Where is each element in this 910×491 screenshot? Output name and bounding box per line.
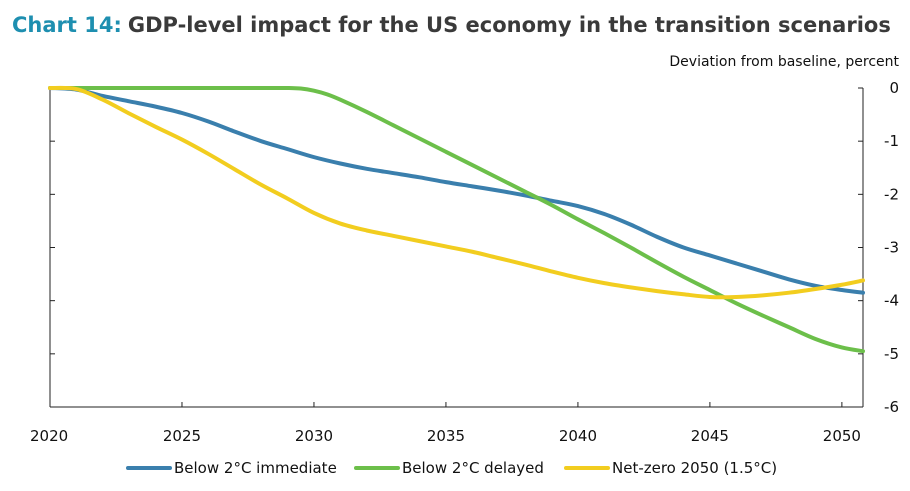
chart-title: Chart 14: GDP-level impact for the US eco… (12, 13, 891, 37)
y-tick-label: -2 (884, 185, 899, 203)
legend-label: Net-zero 2050 (1.5°C) (612, 459, 777, 477)
x-axis-labels: 2020 2025 2030 2035 2040 2045 2050 (30, 427, 861, 445)
x-tick-label: 2020 (30, 427, 68, 445)
legend-label: Below 2°C delayed (402, 459, 544, 477)
series-line-net-zero-2050 (48, 85, 865, 300)
legend-label: Below 2°C immediate (174, 459, 337, 477)
chart-title-text: GDP-level impact for the US economy in t… (128, 13, 891, 37)
y-axis-labels: 0 -1 -2 -3 -4 -5 -6 (884, 79, 899, 416)
y-tick-label: -1 (884, 132, 899, 150)
x-axis-ticks (49, 402, 843, 407)
x-tick-label: 2050 (823, 427, 861, 445)
series-lines (48, 85, 865, 354)
right-axis-ticks (858, 87, 863, 408)
left-axis-ticks (50, 87, 55, 408)
chart-title-prefix: Chart 14: (12, 13, 122, 37)
x-tick-label: 2040 (559, 427, 597, 445)
y-tick-label: -6 (884, 398, 899, 416)
legend-item-below-2c-delayed: Below 2°C delayed (354, 459, 544, 477)
units-label: Deviation from baseline, percent (669, 54, 899, 70)
legend-item-net-zero-2050: Net-zero 2050 (1.5°C) (564, 459, 777, 477)
legend-item-below-2c-immediate: Below 2°C immediate (126, 459, 337, 477)
y-tick-label: 0 (889, 79, 899, 97)
y-tick-label: -5 (884, 345, 899, 363)
y-tick-label: -4 (884, 292, 899, 310)
x-tick-label: 2030 (295, 427, 333, 445)
x-tick-label: 2025 (163, 427, 201, 445)
series-line-below-2c-delayed (48, 85, 865, 354)
series-line-below-2c-immediate (48, 86, 865, 295)
x-tick-label: 2035 (427, 427, 465, 445)
x-tick-label: 2045 (691, 427, 729, 445)
legend: Below 2°C immediate Below 2°C delayed Net-… (126, 459, 777, 477)
y-tick-label: -3 (884, 239, 899, 257)
